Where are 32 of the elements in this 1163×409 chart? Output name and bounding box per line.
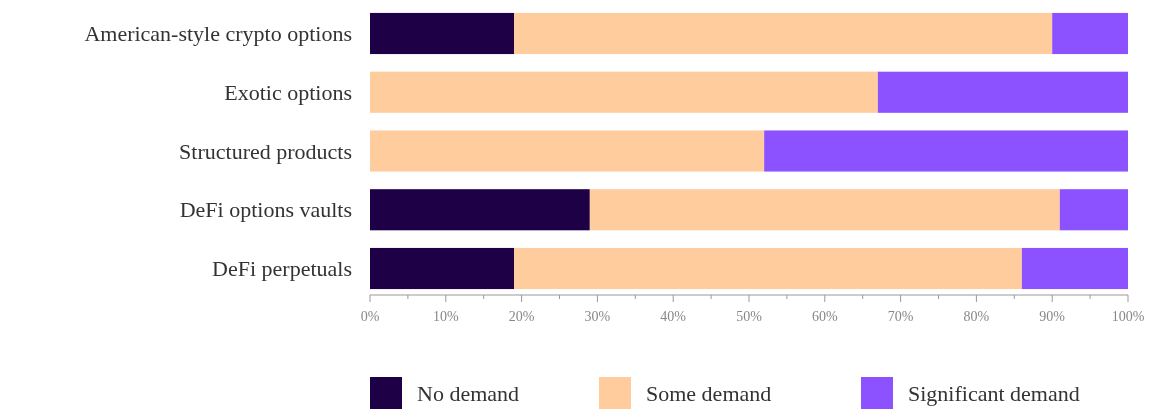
- bar: [370, 189, 590, 231]
- legend-label: Significant demand: [908, 380, 1080, 406]
- x-tick-label: 60%: [811, 309, 838, 324]
- bar: [1021, 247, 1128, 290]
- x-tick-label: 10%: [432, 309, 459, 324]
- bar: [370, 12, 515, 55]
- x-tick-label: 70%: [887, 309, 914, 324]
- y-tick-label: DeFi perpetuals: [212, 256, 352, 282]
- bar: [514, 12, 1053, 55]
- bar: [589, 189, 1060, 231]
- y-tick-label: American-style crypto options: [84, 21, 352, 47]
- y-tick-label: Exotic options: [224, 79, 352, 105]
- legend-label: Some demand: [646, 380, 772, 406]
- bar: [370, 130, 765, 172]
- legend-label: No demand: [417, 380, 520, 406]
- x-tick-label: 40%: [660, 309, 687, 324]
- bar: [514, 247, 1022, 290]
- x-tick-label: 100%: [1111, 309, 1145, 324]
- bar: [370, 71, 878, 113]
- bar: [1059, 189, 1128, 231]
- x-tick-label: 50%: [736, 309, 763, 324]
- y-tick-label: Structured products: [179, 138, 352, 164]
- bar: [764, 130, 1128, 172]
- y-tick-label: DeFi options vaults: [179, 197, 352, 223]
- x-tick-label: 20%: [508, 309, 535, 324]
- x-tick-label: 90%: [1039, 309, 1066, 324]
- bar: [877, 71, 1128, 113]
- x-tick-label: 80%: [963, 309, 990, 324]
- x-tick-label: 30%: [584, 309, 611, 324]
- x-tick-label: 0%: [360, 309, 380, 324]
- bar: [370, 247, 515, 290]
- bar: [1052, 12, 1128, 55]
